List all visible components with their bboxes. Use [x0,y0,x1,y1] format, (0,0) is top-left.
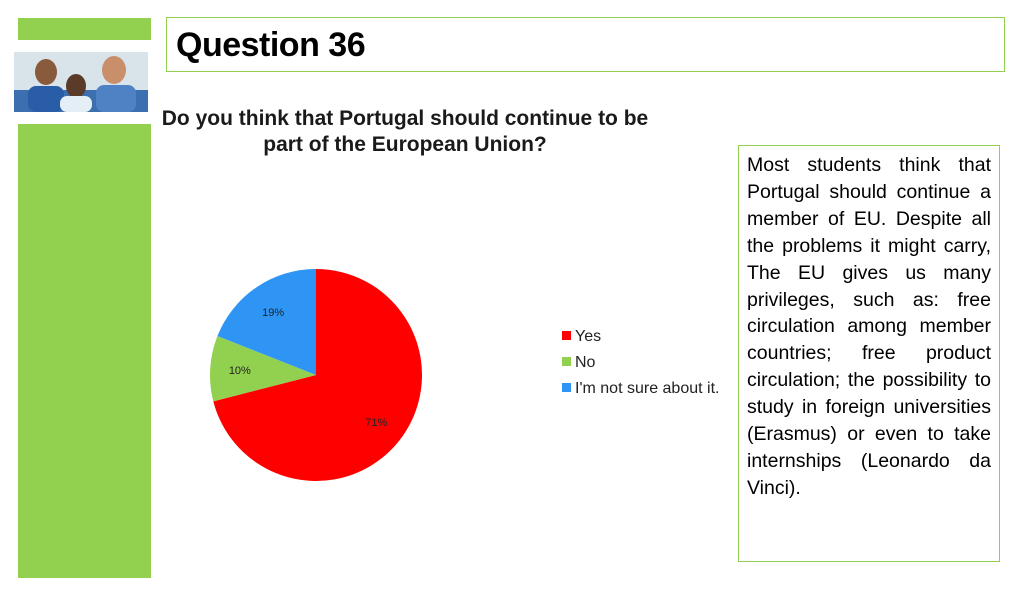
pie-label-no: 10% [229,365,251,377]
pie-slice-yes [213,269,422,482]
accent-bar-top [18,18,151,40]
note-text: Most students think that Portugal should… [747,154,991,499]
legend-label-yes: Yes [575,328,601,345]
accent-bar-side [18,124,151,578]
people-photo-icon [14,52,148,112]
legend-label-no: No [575,354,596,371]
title-box: Question 36 [166,17,1005,72]
pie-slice-no [210,335,316,402]
pie-label-i-m-not-sure-about-it: 19% [262,307,284,319]
note-box: Most students think that Portugal should… [738,145,1000,562]
slide-title: Question 36 [176,26,366,64]
legend-swatch-no [562,357,571,366]
chart-title: Do you think that Portugal should contin… [161,107,649,156]
pie-label-yes: 71% [365,417,387,429]
legend-label-i-m-not-sure-about-it: I'm not sure about it. [575,380,719,397]
legend-swatch-yes [562,331,571,340]
legend-swatch-i-m-not-sure-about-it [562,383,571,392]
pie-slice-i-m-not-sure-about-it [217,269,316,375]
